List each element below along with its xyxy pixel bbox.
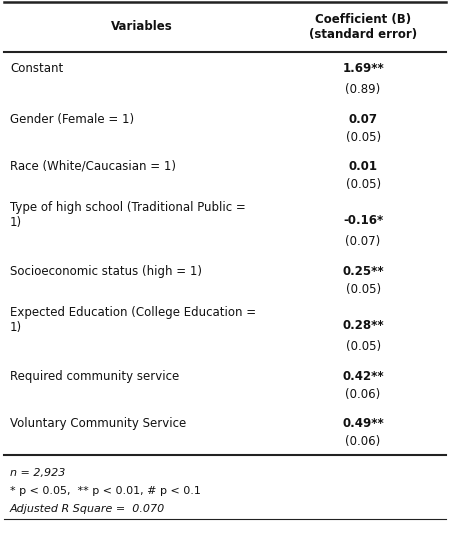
Text: Socioeconomic status (high = 1): Socioeconomic status (high = 1): [10, 265, 202, 278]
Text: Adjusted R Square =  0.070: Adjusted R Square = 0.070: [10, 504, 165, 514]
Text: Race (White/Caucasian = 1): Race (White/Caucasian = 1): [10, 160, 176, 173]
Text: 1.69**: 1.69**: [342, 62, 384, 75]
Bar: [4, 104, 446, 151]
Text: Coefficient (B)
(standard error): Coefficient (B) (standard error): [309, 13, 417, 41]
Bar: [4, 151, 446, 198]
Text: (0.06): (0.06): [346, 436, 381, 448]
Text: 0.49**: 0.49**: [342, 416, 384, 430]
Text: (0.89): (0.89): [346, 83, 381, 96]
Bar: [4, 303, 446, 361]
Text: * p < 0.05,  ** p < 0.01, # p < 0.1: * p < 0.05, ** p < 0.01, # p < 0.1: [10, 486, 201, 496]
Text: Gender (Female = 1): Gender (Female = 1): [10, 113, 134, 125]
Text: (0.06): (0.06): [346, 388, 381, 401]
Bar: [4, 52, 446, 104]
Text: 0.01: 0.01: [349, 160, 378, 173]
Text: (0.05): (0.05): [346, 178, 381, 191]
Text: (0.05): (0.05): [346, 131, 381, 144]
Text: Variables: Variables: [111, 20, 173, 34]
Text: n = 2,923: n = 2,923: [10, 468, 65, 478]
Text: (0.05): (0.05): [346, 283, 381, 296]
Text: (0.05): (0.05): [346, 340, 381, 353]
Text: Type of high school (Traditional Public =
1): Type of high school (Traditional Public …: [10, 201, 246, 229]
Bar: [4, 198, 446, 256]
Text: -0.16*: -0.16*: [343, 213, 383, 227]
Text: 0.25**: 0.25**: [342, 265, 384, 278]
Text: Constant: Constant: [10, 62, 63, 75]
Text: Voluntary Community Service: Voluntary Community Service: [10, 416, 186, 430]
Text: 0.07: 0.07: [349, 113, 378, 125]
Text: 0.28**: 0.28**: [342, 318, 384, 332]
Text: Expected Education (College Education =
1): Expected Education (College Education = …: [10, 306, 256, 334]
Bar: [4, 408, 446, 455]
Bar: [4, 361, 446, 408]
Bar: [4, 2, 446, 52]
Text: 0.42**: 0.42**: [342, 370, 384, 383]
Text: (0.07): (0.07): [346, 235, 381, 248]
Text: Required community service: Required community service: [10, 370, 179, 383]
Bar: [4, 256, 446, 303]
